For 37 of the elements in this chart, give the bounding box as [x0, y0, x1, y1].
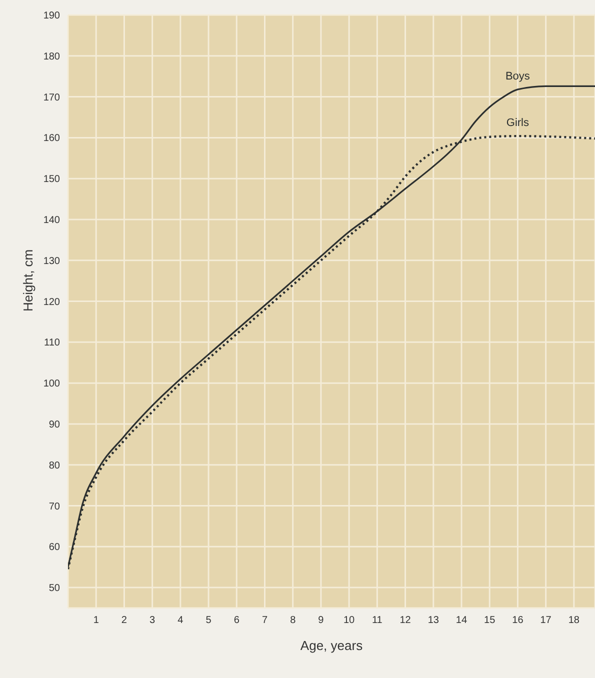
x-tick-label: 9	[318, 615, 324, 626]
x-tick-label: 8	[290, 615, 296, 626]
series-label: Boys	[505, 70, 530, 82]
x-axis-title: Age, years	[300, 638, 364, 653]
y-tick-label: 110	[44, 338, 60, 349]
y-tick-label: 100	[43, 378, 60, 390]
x-tick-label: 5	[206, 615, 212, 626]
y-tick-label: 160	[43, 133, 60, 144]
x-tick-label: 10	[344, 615, 356, 626]
y-tick-label: 190	[43, 10, 60, 22]
y-tick-label: 50	[48, 583, 60, 594]
x-tick-label: 16	[512, 615, 524, 626]
x-tick-label: 17	[540, 615, 552, 626]
x-tick-label: 14	[456, 615, 468, 626]
x-tick-label: 15	[484, 615, 496, 626]
x-tick-label: 12	[400, 615, 412, 626]
y-tick-label: 130	[43, 256, 60, 267]
y-axis-title: Height, cm	[20, 249, 36, 312]
y-tick-label: 70	[48, 501, 60, 512]
y-tick-label: 60	[48, 542, 60, 554]
x-tick-label: 3	[150, 615, 156, 626]
x-tick-label: 2	[121, 615, 128, 626]
y-tick-label: 90	[48, 420, 60, 431]
x-tick-label: 1	[93, 615, 100, 626]
series-label: Girls	[506, 117, 530, 130]
x-tick-label: 11	[372, 615, 383, 626]
x-tick-label: 18	[568, 615, 580, 626]
y-tick-label: 140	[43, 215, 60, 226]
y-tick-label: 180	[43, 51, 60, 62]
x-tick-label: 6	[234, 615, 240, 626]
y-tick-label: 120	[43, 296, 60, 308]
y-tick-label: 170	[43, 92, 60, 104]
x-tick-label: 4	[178, 615, 184, 626]
x-tick-label: 13	[428, 615, 440, 626]
x-tick-label: 7	[262, 615, 268, 626]
y-tick-label: 80	[48, 460, 60, 472]
y-tick-label: 150	[43, 174, 60, 186]
